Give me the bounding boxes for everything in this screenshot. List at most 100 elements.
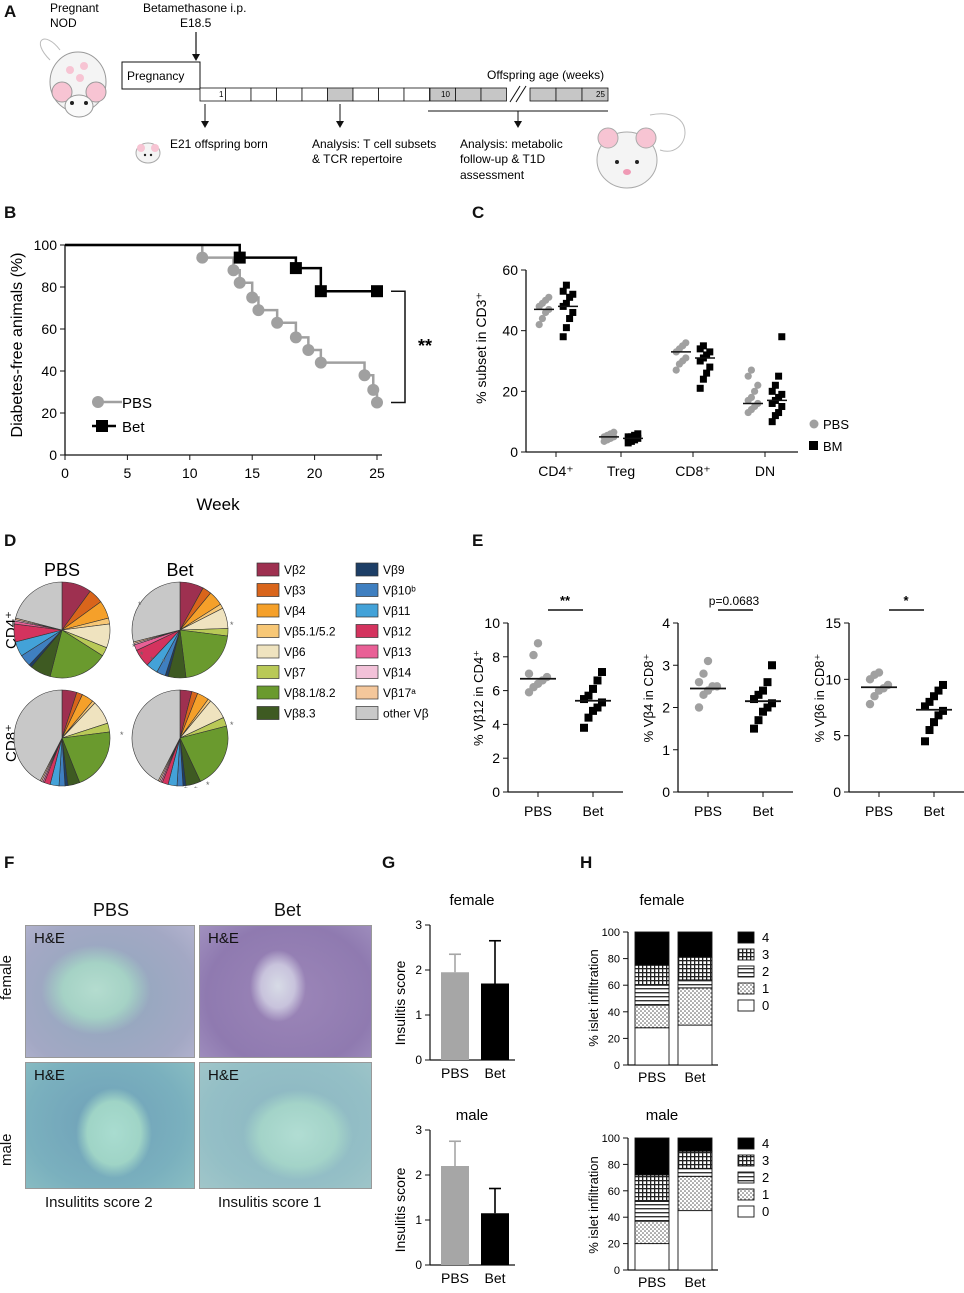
d-legend-swatch (355, 665, 379, 679)
c-x-tick-label: Treg (607, 463, 635, 479)
c-x-tick-label: CD4⁺ (538, 463, 573, 479)
pie-slice-cd8_bet (179, 725, 229, 782)
d-legend-label: Vβ14 (383, 666, 412, 680)
e-bet-point (598, 698, 606, 707)
d-legend-label: Vβ8.1/8.2 (284, 686, 336, 700)
c-bm-point (559, 287, 567, 295)
panel-label-g: G (382, 853, 396, 872)
h-y-tick-label: 20 (608, 1239, 620, 1251)
pregnancy-box (121, 61, 201, 90)
g-x-tick-label: PBS (441, 1065, 469, 1081)
c-bm-point (569, 290, 577, 298)
e-bet-point (580, 695, 588, 704)
h-segment-score-4 (677, 1137, 713, 1152)
d-col-bet: Bet (166, 560, 193, 580)
offspring-age-label: Offspring age (weeks) (487, 68, 604, 82)
e-bet-point (939, 706, 947, 715)
e-bet-point (593, 676, 602, 685)
e-bet-point (584, 691, 593, 700)
e-y-tick-label: 4 (492, 716, 500, 732)
e-bet-point (584, 713, 593, 722)
d-legend-swatch (355, 644, 379, 659)
h-legend-swatch (737, 1205, 755, 1218)
c-bm-point (706, 363, 714, 371)
c-bm-point (768, 418, 776, 426)
d-legend-label: Vβ12 (383, 625, 412, 639)
b-pbs-marker (358, 369, 371, 382)
e-y-tick-label: 6 (492, 683, 500, 699)
b-y-tick-label: 20 (41, 405, 57, 421)
b-significance: ** (418, 336, 432, 356)
timeline-cell (352, 87, 379, 102)
h-legend-label: 2 (762, 1170, 769, 1185)
adult-mouse-icon (596, 113, 686, 189)
c-bm-point (634, 430, 642, 438)
c-pbs-point (747, 393, 755, 401)
g-y-tick-label: 3 (415, 918, 422, 932)
c-bm-point (562, 281, 570, 289)
h-ylabel-female: % islet infiltration (586, 949, 601, 1047)
d-asterisk: * (138, 600, 142, 610)
c-bm-point (696, 384, 704, 392)
h-legend-swatch (737, 1137, 755, 1150)
h-y-tick-label: 80 (608, 954, 620, 966)
pie-slice-cd4_bet (131, 581, 181, 643)
timeline-cell (225, 87, 252, 102)
timeline-cell (581, 87, 609, 102)
e-pbs-point (703, 656, 713, 666)
panel-label-e: E (472, 531, 484, 550)
b-y-tick-label: 60 (41, 321, 57, 337)
g-bar-bet (481, 1213, 509, 1265)
g-y-tick-label: 2 (415, 1168, 422, 1182)
e-bet-point (768, 661, 776, 670)
d-legend-label: Vβ10ᵇ (383, 584, 416, 598)
d-legend-label: Vβ5.1/5.2 (284, 625, 336, 639)
pup-icon (135, 142, 161, 164)
e-pbs-point (542, 672, 552, 682)
timeline-cell (555, 87, 583, 102)
c-legend-pbs-marker (809, 419, 819, 429)
d-legend-label: Vβ3 (284, 584, 306, 598)
h-title-female: female (639, 892, 684, 909)
c-x-tick-label: CD8⁺ (675, 463, 710, 479)
e3-annotation: * (903, 593, 909, 608)
d-legend: Vβ2 Vβ3 Vβ4 Vβ5.1/5.2 Vβ6 Vβ7 Vβ8.1/8.2 Vβ8.3 Vβ… (256, 562, 429, 721)
h-y-tick-label: 0 (614, 1265, 620, 1277)
b-pbs-marker (196, 251, 209, 264)
d-legend-swatch (256, 603, 280, 618)
h-y-tick-label: 0 (614, 1060, 620, 1072)
b-x-tick-label: 25 (369, 465, 385, 481)
analysis1-line1: Analysis: T cell subsets (312, 137, 436, 151)
panel-label-a: A (4, 2, 17, 21)
e-y-tick-label: 0 (833, 784, 841, 800)
d-legend-swatch (355, 624, 379, 638)
d-asterisk: * (184, 785, 188, 788)
b-x-tick-label: 20 (307, 465, 323, 481)
b-pbs-marker (271, 316, 284, 329)
b-y-tick-label: 40 (41, 363, 57, 379)
micrograph-male-pbs: H&E (25, 1062, 195, 1189)
f-caption-pbs: Insulitits score 2 (45, 1194, 153, 1211)
h-y-tick-label: 20 (608, 1033, 620, 1045)
h-legend-label: 4 (762, 1136, 769, 1151)
treatment-arrowhead (192, 54, 200, 61)
born-label: E21 offspring born (170, 137, 268, 151)
micrograph-male-bet: H&E (199, 1062, 372, 1189)
b-pbs-marker (371, 396, 383, 409)
e-bet-point (759, 707, 767, 716)
micrograph-female-pbs: H&E (25, 925, 195, 1058)
g-y-tick-label: 3 (415, 1123, 422, 1137)
stain-label: H&E (208, 1067, 239, 1084)
b-pbs-marker (233, 276, 246, 289)
h-y-tick-label: 60 (608, 1186, 620, 1198)
e-bet-point (589, 684, 597, 693)
c-legend-bm: BM (823, 439, 843, 454)
e-bet-point (754, 690, 763, 699)
b-series-pbs-line (65, 243, 379, 403)
d-asterisk: * (206, 780, 210, 788)
pie-slice-cd8_bet (131, 689, 181, 782)
h-segment-score-4 (634, 1137, 670, 1176)
h-segment-score-3 (677, 1150, 713, 1169)
d-legend-swatch (256, 562, 280, 577)
h-segment-score-0 (634, 1243, 670, 1271)
